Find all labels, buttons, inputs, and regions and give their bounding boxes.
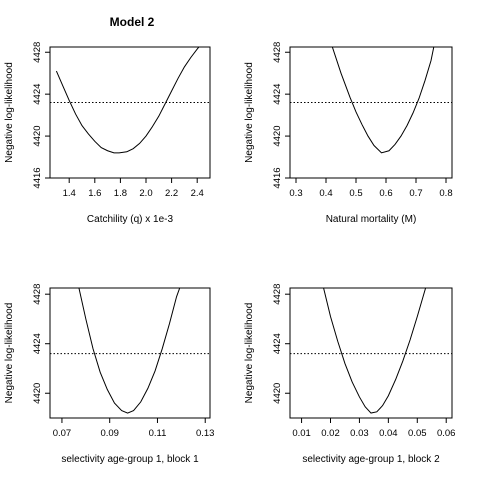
- plot-frame: [49, 287, 211, 419]
- x-tick-label: 1.8: [114, 188, 127, 199]
- likelihood-profile-curve: [323, 288, 427, 414]
- y-tick-label: 4428: [32, 42, 43, 63]
- plot-frame: [49, 46, 211, 179]
- y-tick-label: 4420: [32, 383, 43, 404]
- y-axis-label: Negative log-likelihood: [4, 62, 15, 163]
- likelihood-profile-curve: [78, 288, 181, 414]
- x-axis-label: Natural mortality (M): [326, 214, 417, 225]
- x-tick-label: 0.11: [149, 428, 167, 439]
- x-tick-label: 2.0: [139, 188, 152, 199]
- x-tick-label: 2.2: [165, 188, 178, 199]
- y-tick-label: 4420: [272, 383, 283, 404]
- y-tick-label: 4424: [272, 333, 283, 354]
- y-tick-label: 4428: [272, 284, 283, 305]
- x-tick-label: 2.4: [191, 188, 204, 199]
- x-axis-label: Catchility (q) x 1e-3: [87, 214, 174, 225]
- plot-frame: [289, 287, 453, 419]
- panel-3: 0.07 0.09 0.11 0.13 4420 4424 4428 selectivity …: [4, 284, 214, 465]
- x-tick-label: 0.4: [319, 188, 332, 199]
- x-axis-label: selectivity age-group 1, block 1: [61, 454, 199, 465]
- likelihood-profile-curve: [331, 47, 435, 154]
- x-tick-label: 0.04: [379, 428, 398, 439]
- x-tick-label: 0.01: [292, 428, 311, 439]
- x-tick-label: 0.8: [439, 188, 452, 199]
- figure-title: Model 2: [110, 15, 155, 29]
- x-tick-label: 0.09: [100, 428, 119, 439]
- x-axis-label: selectivity age-group 1, block 2: [302, 454, 440, 465]
- x-tick-label: 1.6: [88, 188, 101, 199]
- panel-1: 1.4 1.6 1.8 2.0 2.2 2.4 4416 4420 4424 4428 Catchi…: [4, 42, 211, 225]
- x-tick-label: 0.02: [321, 428, 340, 439]
- x-tick-label: 0.06: [437, 428, 456, 439]
- y-axis-label: Negative log-likelihood: [244, 62, 255, 163]
- x-tick-label: 1.4: [63, 188, 76, 199]
- y-tick-label: 4420: [32, 126, 43, 147]
- x-tick-label: 0.03: [350, 428, 369, 439]
- y-tick-label: 4424: [32, 333, 43, 354]
- y-tick-label: 4420: [272, 126, 283, 147]
- x-tick-label: 0.05: [408, 428, 427, 439]
- y-axis-label: Negative log-likelihood: [244, 303, 255, 404]
- x-tick-label: 0.7: [409, 188, 422, 199]
- y-tick-label: 4416: [32, 167, 43, 188]
- x-tick-label: 0.6: [379, 188, 392, 199]
- plot-frame: [289, 46, 453, 179]
- y-axis-label: Negative log-likelihood: [4, 303, 15, 404]
- panels: 1.4 1.6 1.8 2.0 2.2 2.4 4416 4420 4424 4428 Catchi…: [4, 42, 455, 465]
- y-tick-label: 4424: [272, 84, 283, 105]
- x-tick-label: 0.13: [196, 428, 215, 439]
- y-tick-label: 4416: [272, 167, 283, 188]
- y-tick-label: 4424: [32, 84, 43, 105]
- x-tick-label: 0.3: [289, 188, 302, 199]
- y-tick-label: 4428: [32, 284, 43, 305]
- x-tick-label: 0.5: [349, 188, 362, 199]
- panel-4: 0.01 0.02 0.03 0.04 0.05 0.06 4420 4424 4428 sele…: [244, 284, 455, 465]
- panel-2: 0.3 0.4 0.5 0.6 0.7 0.8 4416 4420 4424 4428 Natura…: [244, 42, 453, 225]
- likelihood-profile-curve: [55, 47, 200, 154]
- x-tick-label: 0.07: [53, 428, 72, 439]
- y-tick-label: 4428: [272, 42, 283, 63]
